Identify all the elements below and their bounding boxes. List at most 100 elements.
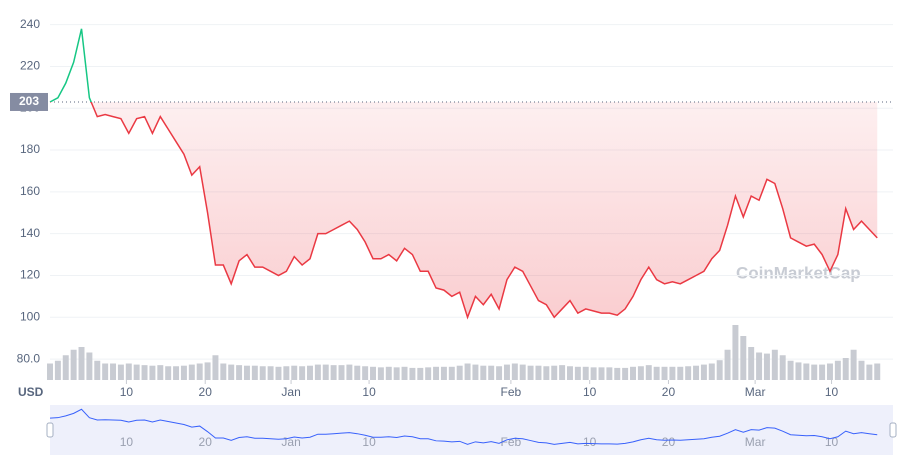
volume-bar [614, 367, 621, 380]
volume-bar [165, 366, 172, 380]
volume-bar [637, 366, 644, 380]
volume-bar [850, 349, 857, 380]
volume-bar [826, 363, 833, 380]
volume-bar [582, 366, 589, 380]
y-tick-label: 180 [20, 142, 40, 156]
volume-bar [236, 365, 243, 380]
baseline-badge [10, 92, 48, 111]
volume-bar [94, 360, 101, 380]
volume-bar [842, 358, 849, 380]
navigator-tick-label: Mar [745, 435, 766, 449]
volume-bar [425, 367, 432, 380]
volume-bar [47, 363, 53, 380]
volume-bar [708, 363, 715, 380]
volume-bar [354, 365, 361, 380]
volume-bar [787, 360, 794, 380]
volume-bar [291, 365, 298, 380]
volume-bar [503, 364, 510, 380]
volume-bar [133, 364, 140, 380]
volume-bar [511, 363, 518, 380]
volume-bar [78, 347, 85, 380]
volume-bar [338, 365, 345, 380]
volume-bar [62, 355, 69, 380]
volume-bar [243, 365, 250, 380]
navigator-line [49, 408, 878, 445]
volume-bar [669, 366, 676, 380]
volume-bar [125, 363, 132, 380]
volume-bar [440, 366, 447, 380]
y-tick-label: 160 [20, 184, 40, 198]
volume-bar [314, 364, 321, 380]
volume-bar [519, 364, 526, 380]
volume-bar [590, 367, 597, 380]
navigator-handle[interactable] [46, 422, 54, 438]
volume-bar [488, 365, 495, 380]
volume-bar [480, 365, 487, 380]
volume-bar [346, 364, 353, 380]
navigator-tick-label: 10 [583, 435, 597, 449]
volume-bar [275, 366, 282, 380]
volume-bar [267, 366, 274, 380]
volume-bar [102, 363, 109, 380]
volume-bar [472, 364, 479, 380]
volume-bar [54, 360, 61, 380]
volume-bar [307, 365, 313, 380]
volume-bar [362, 366, 369, 380]
volume-bar [716, 360, 723, 380]
volume-bar [370, 366, 377, 380]
navigator-tick-label: 20 [662, 435, 676, 449]
navigator-handle[interactable] [889, 422, 897, 438]
volume-bar [188, 364, 195, 380]
volume-bar [566, 366, 573, 380]
volume-bar [330, 365, 337, 380]
volume-bar [456, 365, 463, 380]
volume-bar [763, 353, 770, 380]
volume-bar [283, 366, 290, 380]
y-tick-label: 100 [20, 309, 40, 323]
y-tick-label: 120 [20, 268, 40, 282]
volume-bar [748, 347, 755, 380]
volume-bar [740, 336, 747, 380]
volume-bar [543, 366, 550, 380]
area-fill [91, 101, 878, 318]
volume-bar [858, 360, 865, 380]
volume-bar [606, 367, 613, 380]
y-tick-label: 220 [20, 59, 40, 73]
volume-bar [117, 364, 124, 380]
volume-bar [693, 365, 700, 380]
x-tick-label: 10 [120, 385, 134, 399]
volume-bar [795, 362, 802, 380]
x-tick-label: 10 [825, 385, 839, 399]
volume-bar [409, 367, 416, 380]
x-tick-label: Jan [281, 385, 300, 399]
volume-bar [86, 352, 93, 380]
volume-bar [251, 365, 258, 380]
navigator-tick-label: 10 [362, 435, 376, 449]
volume-bar [157, 365, 164, 380]
volume-bar [377, 367, 384, 380]
volume-bar [535, 365, 542, 380]
navigator-tick-label: 10 [120, 435, 134, 449]
volume-bar [645, 365, 652, 380]
volume-bar [212, 355, 219, 380]
x-tick-label: Feb [501, 385, 522, 399]
baseline-label: 203 [19, 94, 39, 108]
x-tick-label: 10 [362, 385, 376, 399]
volume-bar [70, 349, 77, 380]
volume-bar [433, 366, 440, 380]
navigator[interactable] [50, 405, 893, 455]
volume-bar [110, 363, 117, 380]
volume-bar [819, 364, 826, 380]
volume-bar [204, 362, 211, 380]
volume-bar [685, 366, 692, 380]
volume-bar [653, 366, 660, 380]
volume-bar [677, 366, 684, 380]
volume-bar [393, 367, 400, 380]
x-tick-label: 10 [583, 385, 597, 399]
volume-bar [779, 355, 786, 380]
volume-bar [874, 363, 881, 380]
x-tick-label: 20 [662, 385, 676, 399]
volume-bar [622, 367, 629, 380]
volume-bar [149, 365, 156, 380]
volume-bar [496, 366, 503, 380]
